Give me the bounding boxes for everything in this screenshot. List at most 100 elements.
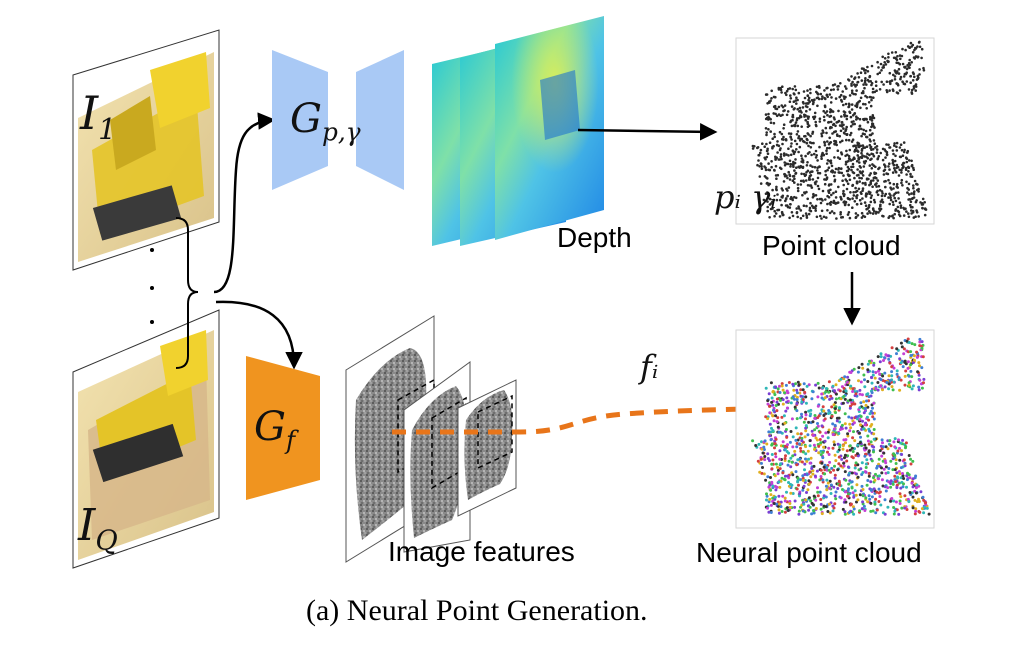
cloud-point [890,374,894,378]
cloud-point [821,151,824,155]
cloud-point [907,166,911,169]
cloud-point [855,203,859,206]
cloud-point [846,173,850,176]
cloud-point [881,214,884,218]
cloud-point [834,196,838,199]
cloud-point [806,197,809,201]
cloud-point [795,96,798,99]
cloud-point [865,178,869,181]
cloud-point [823,439,827,443]
cloud-point [809,174,813,177]
cloud-point [892,499,896,503]
cloud-point [830,405,834,409]
cloud-point [893,75,897,78]
cloud-point [862,411,866,415]
cloud-point [873,200,877,204]
cloud-point [922,377,926,381]
cloud-point [847,415,851,419]
cloud-point [804,413,808,417]
cloud-point [867,418,871,422]
cloud-point [821,386,825,390]
cloud-point [794,438,798,442]
cloud-point [895,508,899,512]
cloud-point [881,158,885,162]
cloud-point [835,419,839,423]
cloud-point [842,123,845,127]
cloud-point [810,170,813,173]
cloud-point [912,87,916,90]
cloud-point [814,507,818,510]
cloud-point [795,148,798,151]
cloud-point [884,149,887,153]
cloud-point [891,160,895,164]
cloud-point [913,343,917,347]
cloud-point [811,165,814,169]
cloud-point [795,133,799,136]
cloud-point [898,146,902,149]
cloud-point [804,395,808,399]
cloud-point [865,415,869,419]
cloud-point [897,213,901,216]
cloud-point [805,141,809,145]
cloud-point [899,206,903,209]
cloud-point [810,186,814,189]
cloud-point [795,409,799,413]
cloud-point [798,494,801,498]
arrow-depth-to-point-cloud [577,123,718,141]
cloud-point [902,161,906,165]
cloud-point [865,458,869,462]
cloud-point [844,163,848,166]
cloud-point [869,409,873,413]
cloud-point [865,155,868,158]
cloud-point [843,111,847,114]
cloud-point [782,414,786,418]
cloud-point [863,215,867,219]
cloud-point [784,409,788,413]
cloud-point [770,89,773,93]
cloud-point [899,495,903,499]
cloud-point [805,214,808,217]
cloud-point [909,203,912,207]
cloud-point [797,512,801,516]
cloud-point [922,66,925,70]
cloud-point [894,500,898,504]
cloud-point [795,398,799,402]
cloud-point [921,197,925,201]
cloud-point [789,145,793,148]
cloud-point [898,89,902,92]
cloud-point [756,146,760,149]
point-cloud [735,37,935,225]
cloud-point [866,65,869,69]
cloud-point [803,435,807,439]
cloud-point [777,402,780,406]
cloud-point [863,378,866,382]
cloud-point [832,468,836,472]
cloud-point [862,504,866,508]
cloud-point [830,164,834,168]
cloud-point [776,504,780,508]
cloud-point [824,431,828,435]
cloud-point [880,194,884,198]
cloud-point [816,159,819,162]
cloud-point [803,174,807,178]
cloud-point [789,153,793,157]
cloud-point [903,72,907,76]
cloud-point [821,405,825,409]
cloud-point [824,390,828,394]
cloud-point [834,141,838,144]
cloud-point [801,106,805,109]
cloud-point [873,478,877,482]
cloud-point [843,422,847,426]
cloud-point [847,482,851,486]
cloud-point [895,91,899,94]
cloud-point [846,165,850,169]
cloud-point [858,392,862,396]
cloud-point [820,217,823,220]
cloud-point [827,446,831,450]
cloud-point [858,388,862,392]
cloud-point [883,57,887,60]
input-last-label: IQ [78,500,118,557]
cloud-point [884,185,887,189]
cloud-point [793,139,797,143]
